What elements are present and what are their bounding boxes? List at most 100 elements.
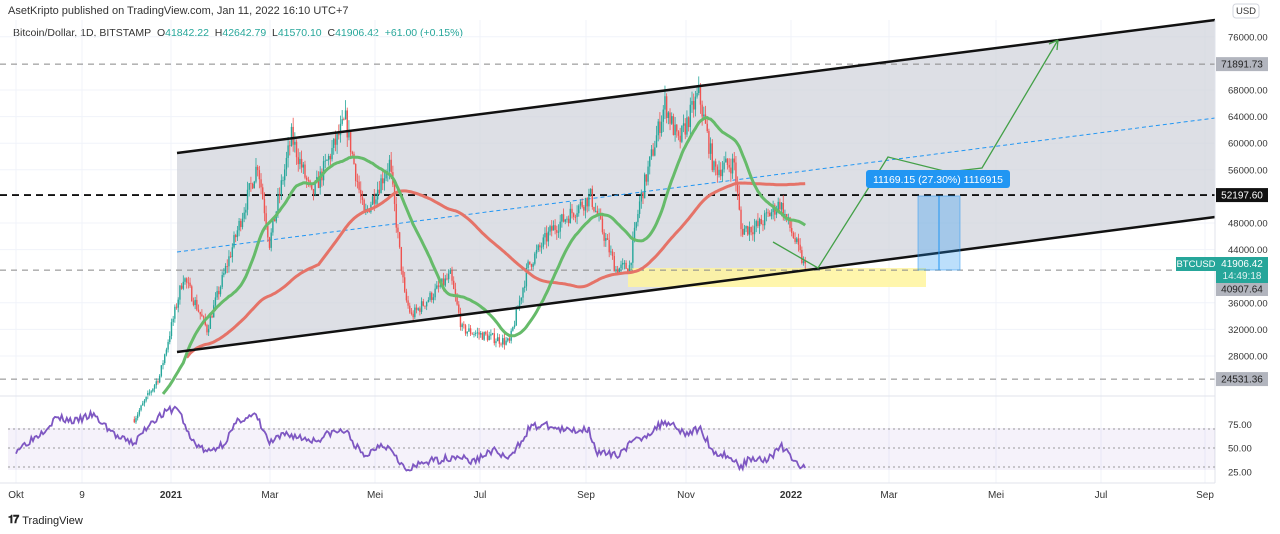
candle [245, 203, 247, 220]
candle [481, 331, 484, 340]
last-symbol-box [1176, 257, 1216, 271]
candle [515, 306, 517, 327]
price-tick-label: 36000.00 [1228, 298, 1268, 309]
candle [287, 137, 289, 168]
candle [295, 139, 298, 165]
candle [574, 214, 577, 223]
candle [447, 269, 450, 284]
candle [349, 129, 352, 157]
candle [312, 188, 315, 201]
footer-brand[interactable]: 𝟏𝟕 TradingView [8, 514, 83, 527]
candle [197, 304, 200, 313]
candle [718, 160, 720, 178]
candle [677, 130, 680, 141]
currency-badge[interactable] [1232, 3, 1260, 19]
candle [458, 301, 460, 316]
candle [794, 232, 796, 245]
measure-label-box [866, 170, 1010, 188]
candle [736, 176, 739, 200]
candle [757, 213, 759, 229]
time-tick-label: Mar [880, 490, 898, 501]
candle [263, 192, 266, 222]
candle [172, 315, 174, 326]
candle [327, 153, 330, 166]
time-tick-label: Okt [8, 490, 24, 501]
candle [603, 229, 605, 247]
candle [444, 274, 446, 288]
candle [682, 114, 685, 133]
level-label-box [1216, 188, 1268, 203]
candle [674, 117, 676, 142]
candle [169, 331, 171, 345]
candle [412, 310, 414, 321]
candle [686, 110, 688, 138]
candle [329, 153, 332, 166]
candle [410, 308, 413, 316]
candle [520, 297, 523, 305]
candle [189, 277, 191, 289]
ma-fast-line [161, 116, 807, 395]
candle [248, 183, 250, 197]
candle [728, 158, 730, 173]
candle [184, 277, 186, 285]
channel-lower-line[interactable] [176, 215, 1216, 354]
price-tick-label: 76000.00 [1228, 32, 1268, 43]
candle [703, 106, 705, 118]
support-zone[interactable] [628, 268, 926, 287]
candle [772, 200, 774, 220]
candle [769, 210, 771, 217]
candle [660, 115, 663, 137]
rsi-tick-label: 50.00 [1228, 444, 1252, 455]
time-tick-label: 9 [79, 490, 85, 501]
candle [733, 151, 735, 171]
candle [486, 330, 489, 342]
candle [167, 339, 169, 353]
level-label: 24531.36 [1221, 375, 1263, 386]
candle [446, 273, 448, 281]
candle [397, 223, 399, 239]
candle [152, 388, 154, 393]
time-tick-label: 2022 [780, 490, 803, 501]
candle [709, 137, 712, 160]
candle [175, 303, 178, 310]
candle [549, 224, 551, 236]
candle [610, 245, 612, 256]
candle [253, 180, 255, 189]
candle [502, 334, 504, 348]
candle [400, 246, 403, 275]
candle [201, 309, 203, 317]
candle [655, 125, 658, 148]
candle [218, 286, 220, 300]
candle [652, 143, 654, 157]
candle [138, 407, 141, 417]
candle [594, 202, 597, 213]
candle [371, 195, 374, 206]
candle [642, 192, 644, 205]
price-tick-label: 56000.00 [1228, 165, 1268, 176]
projection-path[interactable] [772, 39, 1059, 269]
candle [294, 132, 296, 153]
candle [383, 170, 386, 191]
candle [530, 263, 533, 271]
candle [260, 173, 262, 195]
rsi-axis[interactable]: 75.00 50.00 25.00 [1228, 420, 1252, 479]
candle [250, 176, 252, 192]
candle [588, 188, 590, 212]
candle [696, 86, 698, 99]
candle [267, 224, 269, 243]
candle [791, 220, 793, 237]
time-axis[interactable]: Okt 9 2021 Mar Mei Jul Sep Nov 2022 Mar Mei Jul Sep [8, 490, 1214, 501]
candle [432, 293, 435, 304]
candle [192, 297, 195, 307]
candle [153, 384, 156, 393]
price-axis[interactable]: 76000.00 68000.00 64000.00 60000.00 56000.00… [1228, 32, 1268, 362]
candle [133, 416, 135, 424]
channel-upper-line[interactable] [176, 18, 1216, 155]
candle [135, 415, 137, 424]
candle [343, 117, 345, 121]
candle [425, 301, 428, 311]
candle [589, 188, 592, 197]
candle [221, 271, 223, 290]
candle [694, 90, 697, 117]
